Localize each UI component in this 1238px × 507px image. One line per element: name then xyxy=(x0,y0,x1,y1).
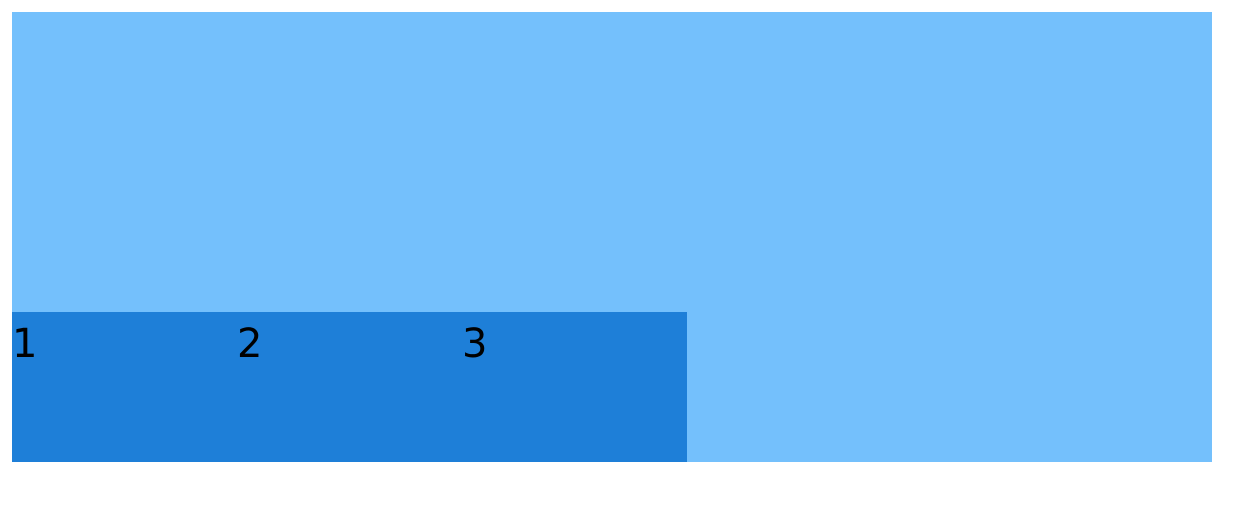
inner-row-container: 1 2 3 xyxy=(12,312,687,462)
outer-container: 1 2 3 xyxy=(12,12,1212,462)
grid-item-1: 1 xyxy=(12,321,38,367)
grid-item-3: 3 xyxy=(462,321,488,367)
grid-item-2: 2 xyxy=(237,321,263,367)
